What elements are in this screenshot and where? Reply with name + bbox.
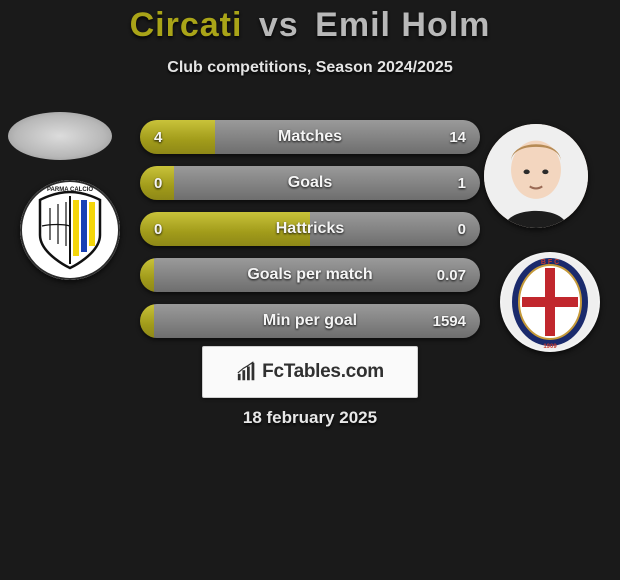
stat-value-player1: 0 [154, 166, 162, 200]
player2-name: Emil Holm [315, 6, 490, 44]
player1-name: Circati [130, 6, 243, 44]
stat-value-player1: 4 [154, 120, 162, 154]
stat-row: Goals0 1 [140, 166, 480, 200]
player2-avatar [484, 124, 588, 228]
stat-value-player2: 0.07 [437, 258, 466, 292]
stat-value-player2: 1 [458, 166, 466, 200]
comparison-date: 18 february 2025 [0, 408, 620, 428]
player1-club-crest: PARMA CALCIO [20, 180, 120, 280]
brand-watermark: FcTables.com [202, 346, 418, 398]
stat-value-player2: 0 [458, 212, 466, 246]
stat-label: Hattricks [140, 212, 480, 246]
stat-value-player2: 14 [449, 120, 466, 154]
comparison-bars: Matches414Goals01Hattricks00Goals per ma… [140, 120, 480, 350]
comparison-title: Circati vs Emil Holm [0, 6, 620, 45]
stat-row: Hattricks0 0 [140, 212, 480, 246]
stat-value-player1: 0 [154, 212, 162, 246]
svg-text:1909: 1909 [543, 344, 557, 350]
bars-chart-icon [236, 361, 258, 383]
stat-label: Matches [140, 120, 480, 154]
stat-row: Goals per match0.07 [140, 258, 480, 292]
player2-club-crest: B F C 1909 [500, 252, 600, 352]
brand-text: FcTables.com [262, 361, 384, 383]
stat-label: Goals [140, 166, 480, 200]
player1-avatar-placeholder [8, 112, 112, 160]
svg-text:PARMA CALCIO: PARMA CALCIO [47, 187, 93, 193]
header: Circati vs Emil Holm Club competitions, … [0, 0, 620, 77]
stat-row: Matches4 14 [140, 120, 480, 154]
svg-text:B F C: B F C [541, 259, 559, 266]
stat-value-player2: 1594 [433, 304, 466, 338]
vs-label: vs [259, 6, 299, 44]
stat-label: Min per goal [140, 304, 480, 338]
stat-label: Goals per match [140, 258, 480, 292]
stat-row: Min per goal1594 [140, 304, 480, 338]
subtitle: Club competitions, Season 2024/2025 [0, 59, 620, 77]
